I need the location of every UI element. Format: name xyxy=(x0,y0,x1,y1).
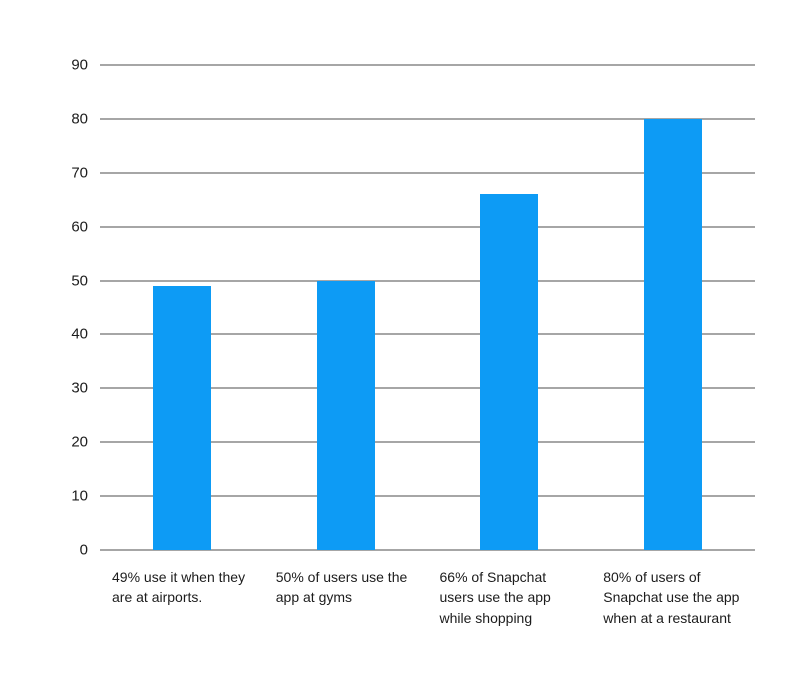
y-axis-tick-label: 0 xyxy=(79,541,88,559)
bar-category-label-text: 80% of users of Snapchat use the app whe… xyxy=(603,569,740,626)
gridline xyxy=(100,172,755,174)
bar-category-label: 66% of Snapchat users use the app while … xyxy=(428,567,592,628)
gridline xyxy=(100,64,755,66)
bar-category-label-text: 66% of Snapchat users use the app while … xyxy=(439,569,551,626)
y-axis-tick-label: 20 xyxy=(71,433,88,451)
gridline xyxy=(100,226,755,228)
bar xyxy=(644,118,703,550)
gridline xyxy=(100,441,755,443)
y-axis-tick-label: 70 xyxy=(71,164,88,182)
y-axis-tick-label: 90 xyxy=(71,56,88,74)
y-axis-tick-label: 60 xyxy=(71,218,88,236)
y-axis-tick-label: 10 xyxy=(71,487,88,505)
bar-category-label-text: 50% of users use the app at gyms xyxy=(275,569,408,606)
gridline xyxy=(100,333,755,335)
y-axis-tick-label: 40 xyxy=(71,325,88,343)
gridline xyxy=(100,118,755,120)
bar xyxy=(152,285,211,550)
bar-category-label: 49% use it when they are at airports. xyxy=(100,567,264,628)
gridline xyxy=(100,280,755,282)
bar xyxy=(480,194,539,550)
gridline xyxy=(100,387,755,389)
y-axis: 0 10 20 30 40 50 60 70 80 90 xyxy=(0,58,88,558)
bar-category-label: 50% of users use the app at gyms xyxy=(264,567,428,628)
gridline xyxy=(100,549,755,551)
x-axis-labels: 49% use it when they are at airports. 50%… xyxy=(100,567,755,628)
bar-category-label: 80% of users of Snapchat use the app whe… xyxy=(591,567,755,628)
gridline xyxy=(100,495,755,497)
y-axis-tick-label: 80 xyxy=(71,110,88,128)
y-axis-tick-label: 50 xyxy=(71,272,88,290)
bar xyxy=(316,280,375,550)
plot-area xyxy=(100,64,755,551)
bar-category-label-text: 49% use it when they are at airports. xyxy=(112,569,246,606)
y-axis-tick-label: 30 xyxy=(71,379,88,397)
